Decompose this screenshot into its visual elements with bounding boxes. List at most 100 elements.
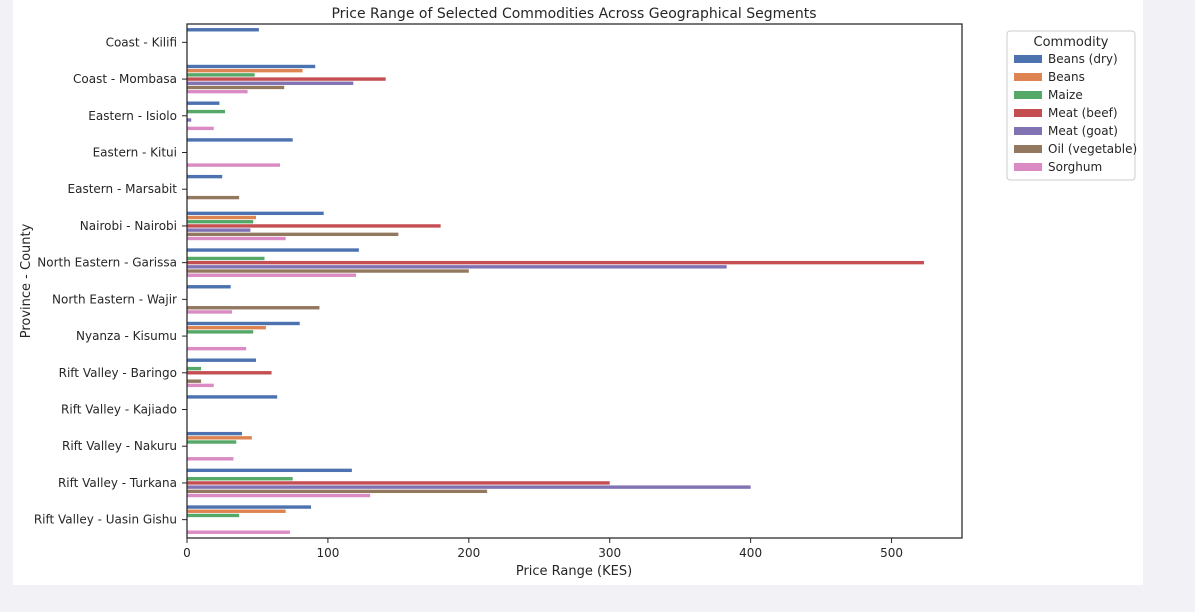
y-tick-label: Nairobi - Nairobi [80, 219, 177, 233]
y-axis-categories: Coast - Kilifi Coast - Mombasa Eastern - I… [34, 35, 187, 527]
bar-chart: Price Range of Selected Commodities Acro… [19, 6, 1137, 579]
legend-entry: Beans [1048, 70, 1085, 84]
y-tick-label: Nyanza - Kisumu [76, 329, 177, 343]
y-tick-label: Rift Valley - Kajiado [61, 403, 177, 417]
bar [187, 273, 357, 277]
legend-entry: Sorghum [1048, 160, 1102, 174]
bar [187, 366, 202, 371]
bar [187, 77, 386, 81]
bar [187, 395, 278, 399]
bar [187, 174, 223, 179]
x-axis-label: Price Range (KES) [516, 564, 632, 579]
legend-swatch [1014, 73, 1042, 81]
bar [187, 306, 320, 310]
bar [187, 101, 220, 105]
bar [187, 383, 214, 388]
chart-figure: Price Range of Selected Commodities Acro… [13, 0, 1143, 585]
bar [187, 236, 286, 241]
x-tick-label: 400 [739, 546, 762, 560]
x-tick-label: 0 [183, 546, 191, 560]
bar [187, 477, 293, 481]
bar [187, 220, 254, 224]
bar [187, 310, 233, 314]
y-tick-label: Eastern - Marsabit [68, 182, 178, 196]
x-tick-label: 100 [316, 546, 339, 560]
bar [187, 28, 259, 32]
bar [187, 138, 293, 142]
bar [187, 485, 751, 489]
bar [187, 321, 300, 326]
bar [187, 505, 311, 509]
y-tick-label: North Eastern - Garissa [37, 256, 177, 270]
bar [187, 513, 240, 518]
y-axis-label: Province - County [19, 223, 34, 338]
y-tick-label: Rift Valley - Nakuru [62, 439, 177, 453]
bar [187, 468, 352, 473]
bar [187, 440, 237, 444]
bars-layer [187, 28, 924, 534]
bar [187, 481, 610, 485]
legend-items: Beans (dry) Beans Maize Meat (beef) Meat (go… [1014, 52, 1137, 174]
x-tick-label: 500 [880, 546, 903, 560]
bar [187, 215, 257, 220]
bar [187, 431, 242, 436]
y-tick-label: North Eastern - Wajir [52, 292, 177, 306]
bar [187, 89, 248, 94]
bar [187, 224, 441, 228]
legend-entry: Meat (beef) [1048, 106, 1118, 120]
bar [187, 285, 231, 289]
bar [187, 371, 272, 375]
bar [187, 211, 324, 216]
bar [187, 85, 285, 90]
bar [187, 379, 202, 383]
legend-entry: Oil (vegetable) [1048, 142, 1137, 156]
legend-entry: Meat (goat) [1048, 124, 1118, 138]
bar [187, 493, 371, 498]
bar [187, 81, 354, 85]
bar [187, 358, 257, 362]
bar [187, 436, 252, 440]
legend-swatch [1014, 127, 1042, 135]
legend-frame [1006, 30, 1136, 181]
chart-title: Price Range of Selected Commodities Acro… [331, 6, 816, 22]
legend-swatch [1014, 163, 1042, 171]
y-tick-label: Rift Valley - Baringo [59, 366, 177, 380]
bar [187, 228, 251, 232]
bar [187, 269, 469, 273]
bar [187, 530, 290, 534]
y-tick-label: Eastern - Kitui [93, 146, 177, 160]
x-axis-ticks: 0 100 200 300 400 500 [183, 538, 903, 560]
plot-frame [186, 23, 963, 539]
bar [187, 489, 488, 494]
legend-swatch [1014, 109, 1042, 117]
bar [187, 509, 286, 513]
bar [187, 68, 303, 73]
x-tick-label: 200 [457, 546, 480, 560]
legend: Commodity Beans (dry) Beans Maize Meat (bee… [1006, 30, 1137, 181]
legend-entry: Beans (dry) [1048, 52, 1118, 66]
y-tick-label: Rift Valley - Uasin Gishu [34, 513, 177, 527]
bar [187, 73, 255, 77]
x-tick-label: 300 [598, 546, 621, 560]
bar [187, 325, 266, 330]
legend-swatch [1014, 55, 1042, 63]
legend-swatch [1014, 91, 1042, 99]
bar [187, 118, 192, 122]
y-tick-label: Rift Valley - Turkana [58, 476, 177, 490]
bar [187, 64, 316, 69]
bar [187, 457, 234, 461]
bar [187, 256, 265, 261]
legend-entry: Maize [1048, 88, 1083, 102]
y-tick-label: Coast - Kilifi [106, 35, 177, 49]
bar [187, 126, 214, 131]
bar [187, 346, 247, 351]
bar [187, 109, 226, 114]
bar [187, 265, 727, 269]
bar [187, 260, 924, 265]
legend-swatch [1014, 145, 1042, 153]
bar [187, 163, 280, 167]
bar [187, 232, 399, 237]
legend-title: Commodity [1034, 35, 1109, 50]
bar [187, 195, 240, 200]
y-tick-label: Coast - Mombasa [73, 72, 177, 86]
